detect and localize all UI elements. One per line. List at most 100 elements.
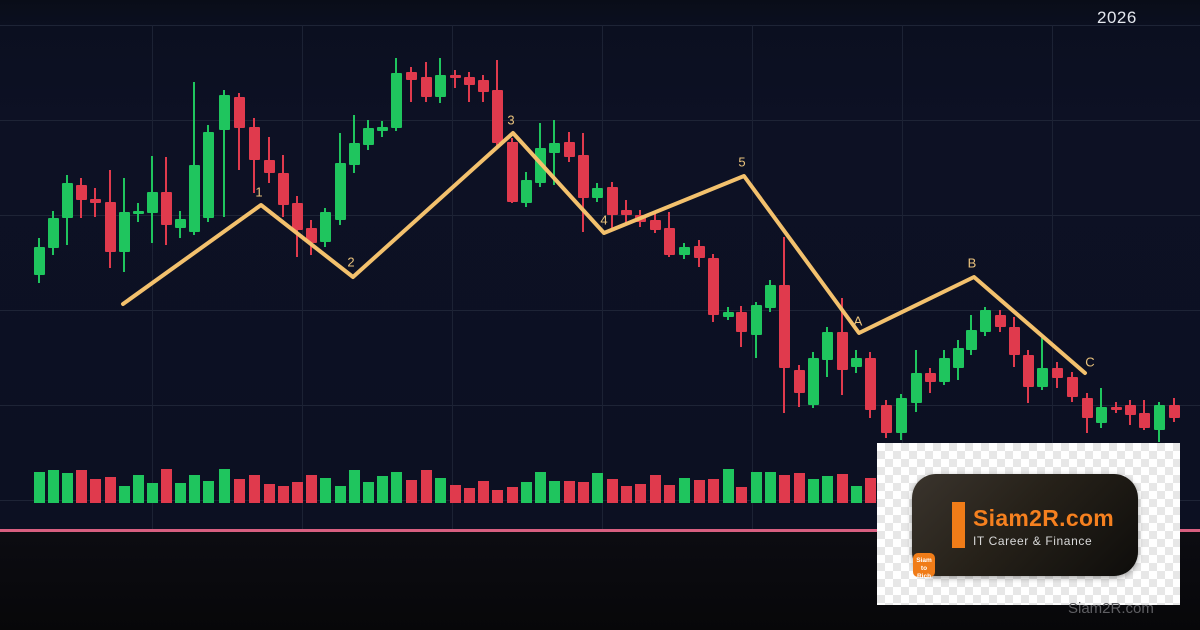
volume-bar: [189, 475, 200, 503]
candle-body: [478, 80, 489, 92]
candle-body: [249, 127, 260, 160]
wave-label-5: 5: [738, 154, 746, 170]
volume-bar: [635, 484, 646, 503]
volume-bar: [435, 478, 446, 503]
candle-body: [995, 315, 1006, 327]
candle-body: [492, 90, 503, 143]
candle-body: [234, 97, 245, 128]
logo-brand-text: Siam2R.com: [973, 505, 1115, 531]
gridline-vertical: [302, 25, 303, 530]
gridline-vertical: [752, 25, 753, 530]
candle-body: [203, 132, 214, 218]
candle-body: [708, 258, 719, 315]
volume-bar: [234, 479, 245, 503]
volume-bar: [564, 481, 575, 503]
candle-body: [881, 405, 892, 433]
volume-bar: [507, 487, 518, 503]
candle-body: [34, 247, 45, 275]
candle-body: [391, 73, 402, 128]
volume-bar: [837, 474, 848, 503]
volume-bar: [478, 481, 489, 503]
candle-body: [377, 127, 388, 131]
volume-bar: [349, 470, 360, 503]
volume-bar: [736, 487, 747, 503]
volume-bar: [679, 478, 690, 503]
volume-bar: [464, 488, 475, 503]
volume-bar: [105, 477, 116, 503]
volume-bar: [694, 480, 705, 503]
volume-bar: [335, 486, 346, 503]
volume-bar: [90, 479, 101, 503]
volume-bar: [621, 486, 632, 503]
candle-body: [464, 77, 475, 85]
candle-body: [535, 148, 546, 183]
volume-bar: [521, 482, 532, 503]
wave-label-2: 2: [347, 254, 355, 270]
year-axis-label: 2026: [1097, 8, 1137, 27]
wave-label-B: B: [967, 255, 977, 271]
wave-label-C: C: [1085, 354, 1095, 370]
candle-body: [822, 332, 833, 360]
volume-bar: [292, 482, 303, 503]
volume-bar: [650, 475, 661, 503]
gridline-horizontal: [0, 25, 1200, 26]
logo-accent-bar: [952, 502, 965, 548]
candle-body: [1009, 327, 1020, 355]
candle-body: [664, 228, 675, 255]
candle-body: [679, 247, 690, 255]
candle-body: [1125, 405, 1136, 415]
candle-body: [549, 143, 560, 153]
volume-bar: [203, 481, 214, 503]
candle-body: [264, 160, 275, 173]
candle-body: [980, 310, 991, 332]
volume-bar: [794, 473, 805, 503]
candle-body: [306, 228, 317, 243]
candle-body: [119, 212, 130, 252]
candle-body: [779, 285, 790, 368]
logo-tagline-text: IT Career & Finance: [973, 534, 1093, 548]
candle-body: [1154, 405, 1165, 430]
candle-body: [76, 185, 87, 200]
wave-label-3: 3: [507, 112, 515, 128]
candlestick-chart: 1 2 3 4 5 A B C 2026: [0, 0, 1200, 530]
volume-bar: [865, 478, 876, 503]
gridline-vertical: [452, 25, 453, 530]
volume-bar: [708, 479, 719, 503]
candle-body: [578, 155, 589, 198]
volume-bar: [264, 484, 275, 503]
gridline-vertical: [602, 25, 603, 530]
volume-bar: [578, 482, 589, 503]
volume-bar: [535, 472, 546, 503]
candle-body: [939, 358, 950, 382]
volume-bar: [133, 475, 144, 503]
gridline-horizontal: [0, 120, 1200, 121]
candle-body: [1023, 355, 1034, 387]
siam-to-rich-badge: Siam to Rich: [913, 553, 935, 580]
volume-bar: [320, 478, 331, 503]
candle-body: [621, 210, 632, 215]
badge-line2: to Rich: [916, 565, 932, 580]
volume-bar: [664, 485, 675, 503]
candle-body: [650, 220, 661, 230]
volume-bar: [779, 475, 790, 503]
candle-body: [851, 358, 862, 367]
candle-body: [278, 173, 289, 205]
candle-body: [450, 75, 461, 78]
volume-bar: [278, 486, 289, 503]
wave-label-A: A: [853, 313, 863, 329]
volume-bar: [391, 472, 402, 503]
volume-bar: [822, 476, 833, 503]
volume-bar: [723, 469, 734, 503]
candle-body: [837, 332, 848, 370]
candle-body: [175, 219, 186, 228]
volume-bar: [851, 486, 862, 503]
volume-bar: [175, 483, 186, 503]
logo-card: Siam2R.com IT Career & Finance Siam to R…: [912, 474, 1138, 580]
volume-bar: [161, 469, 172, 503]
volume-bar: [549, 481, 560, 503]
candle-body: [62, 183, 73, 218]
candle-body: [896, 398, 907, 433]
volume-bar: [607, 479, 618, 503]
candle-body: [406, 72, 417, 80]
candle-body: [421, 77, 432, 97]
